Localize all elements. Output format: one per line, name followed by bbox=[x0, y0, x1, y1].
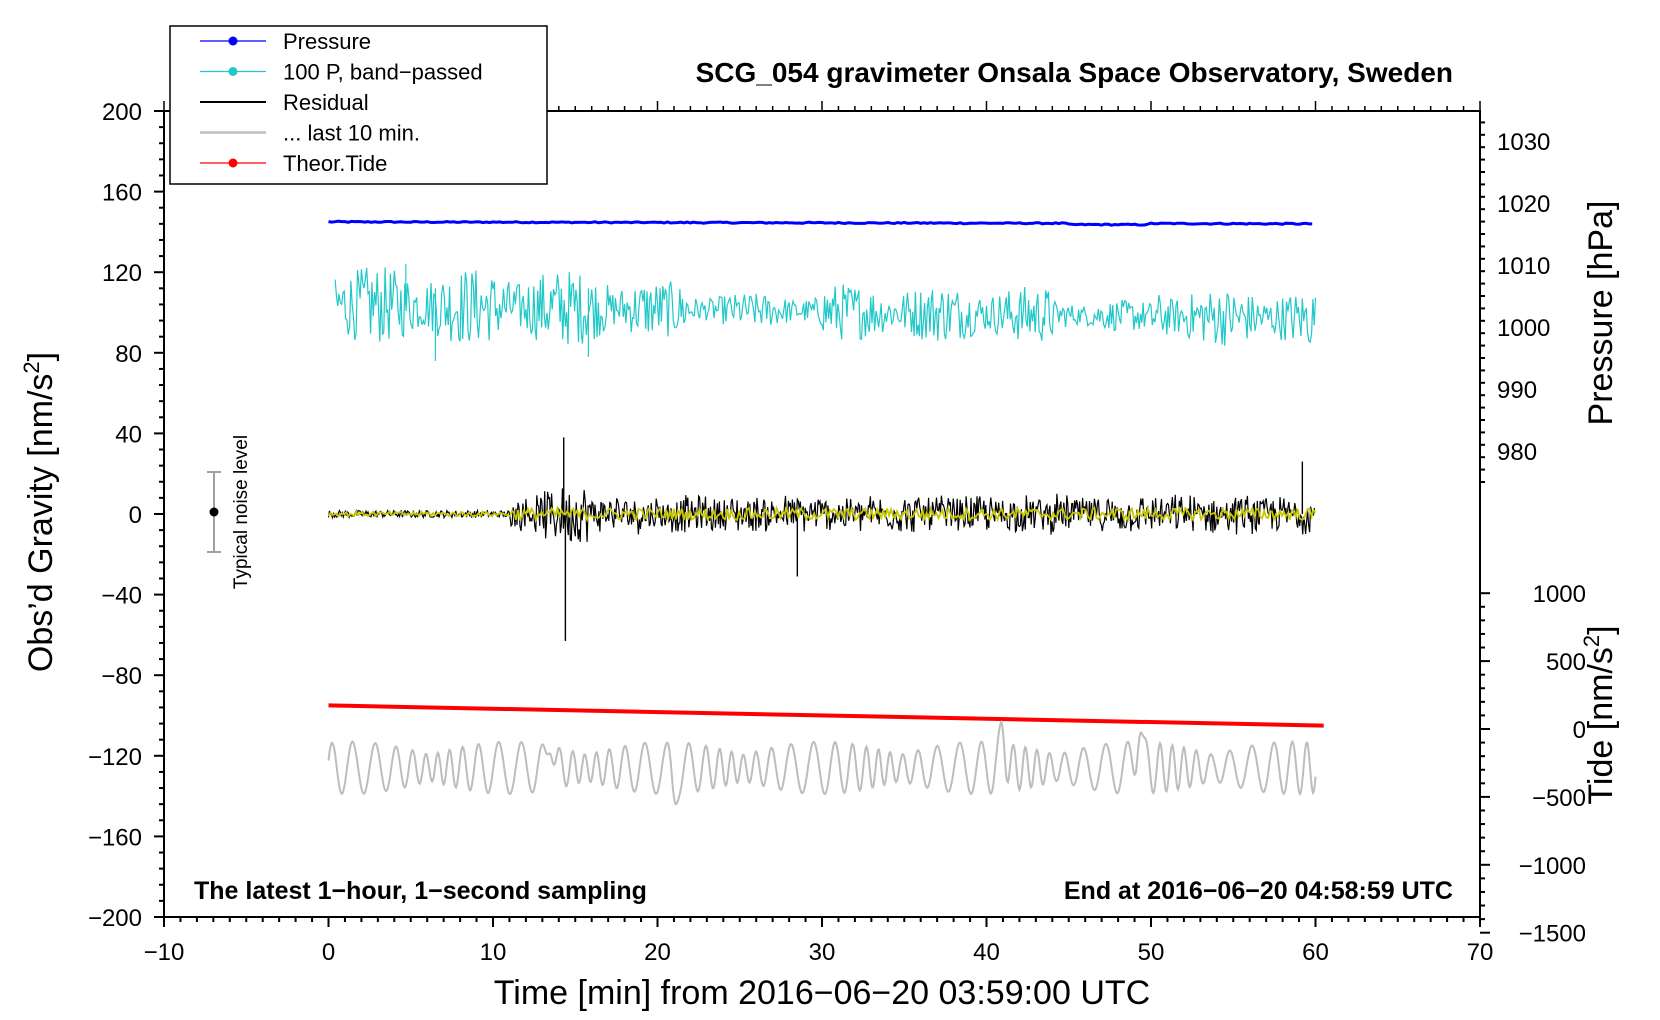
x-tick-label: −10 bbox=[144, 939, 185, 966]
x-tick-label: 60 bbox=[1302, 939, 1329, 966]
x-tick-label: 10 bbox=[480, 939, 507, 966]
y-tick-label: −200 bbox=[88, 905, 142, 932]
x-tick-labels: −10 0 10 20 30 40 50 60 70 bbox=[144, 939, 1494, 966]
tide-axis-title-sup: 2 bbox=[1579, 635, 1604, 647]
tide-axis-title-end: ] bbox=[1582, 625, 1620, 634]
y-axis-title: Obs’d Gravity [nm/s2] bbox=[19, 352, 60, 672]
tide-tick-label: 500 bbox=[1546, 649, 1586, 676]
pressure-tick-label: 1030 bbox=[1497, 129, 1550, 156]
legend-label: Theor.Tide bbox=[283, 151, 387, 176]
series-last-10-min bbox=[327, 719, 1317, 806]
pressure-tick-labels: 1030 1020 1010 1000 990 980 bbox=[1497, 129, 1550, 466]
pressure-tick-label: 980 bbox=[1497, 439, 1537, 466]
y-axis-title-text: Obs’d Gravity [nm/s bbox=[22, 374, 60, 673]
x-tick-label: 30 bbox=[809, 939, 836, 966]
x-tick-label: 20 bbox=[644, 939, 671, 966]
legend-label: ... last 10 min. bbox=[283, 121, 420, 146]
y-tick-label: 200 bbox=[102, 99, 142, 126]
y-tick-label: −120 bbox=[88, 744, 142, 771]
noise-indicator: Typical noise level bbox=[207, 435, 252, 589]
legend-label: 100 P, band−passed bbox=[283, 60, 483, 85]
series-pressure bbox=[328, 219, 1313, 227]
x-tick-label: 0 bbox=[322, 939, 335, 966]
tide-tick-label: 0 bbox=[1573, 717, 1586, 744]
pressure-tick-label: 1020 bbox=[1497, 191, 1550, 218]
y-tick-label: −40 bbox=[101, 583, 142, 610]
tide-tick-labels: 1000 500 0 −500 −1000 −1500 bbox=[1519, 581, 1586, 948]
series-group bbox=[327, 219, 1324, 806]
x-tick-label: 70 bbox=[1467, 939, 1494, 966]
noise-label: Typical noise level bbox=[231, 435, 252, 589]
tide-tick-label: −1000 bbox=[1519, 853, 1586, 880]
x-tick-label: 50 bbox=[1138, 939, 1165, 966]
legend-marker bbox=[228, 36, 238, 46]
noise-point bbox=[209, 507, 219, 517]
series-theor-tide bbox=[328, 703, 1324, 728]
legend-label: Pressure bbox=[283, 29, 371, 54]
y-tick-label: −160 bbox=[88, 824, 142, 851]
y-tick-label: 40 bbox=[115, 421, 142, 448]
y-axis-title-end: ] bbox=[22, 352, 60, 361]
x-axis-title: Time [min] from 2016−06−20 03:59:00 UTC bbox=[494, 974, 1150, 1012]
y-tick-label: 160 bbox=[102, 180, 142, 207]
x-tick-label: 40 bbox=[973, 939, 1000, 966]
tide-axis-title: Tide [nm/s2] bbox=[1579, 625, 1620, 804]
series-residual-smoothed bbox=[327, 504, 1317, 523]
y-tick-label: 120 bbox=[102, 260, 142, 287]
legend-marker bbox=[228, 158, 238, 168]
tide-tick-label: −500 bbox=[1532, 785, 1586, 812]
chart-title: SCG_054 gravimeter Onsala Space Observat… bbox=[696, 57, 1453, 88]
note-bottom-right: End at 2016−06−20 04:58:59 UTC bbox=[1064, 877, 1453, 905]
tide-axis-title-text: Tide [nm/s bbox=[1582, 647, 1620, 804]
y-axis-title-sup: 2 bbox=[19, 361, 44, 373]
series-pressure-bandpassed bbox=[334, 267, 1317, 346]
y-tick-label: 0 bbox=[129, 502, 142, 529]
legend-label: Residual bbox=[283, 90, 369, 115]
y-tick-label: 80 bbox=[115, 341, 142, 368]
pressure-tick-label: 1000 bbox=[1497, 315, 1550, 342]
tide-tick-label: −1500 bbox=[1519, 921, 1586, 948]
pressure-tick-label: 1010 bbox=[1497, 253, 1550, 280]
y-tick-labels: 200 160 120 80 40 0 −40 −80 −120 −160 −200 bbox=[88, 99, 142, 932]
pressure-axis-title: Pressure [hPa] bbox=[1582, 201, 1620, 426]
legend-marker bbox=[228, 67, 238, 76]
note-bottom-left: The latest 1−hour, 1−second sampling bbox=[194, 877, 647, 905]
pressure-tick-label: 990 bbox=[1497, 377, 1537, 404]
legend: Pressure 100 P, band−passed Residual ... la… bbox=[169, 25, 548, 185]
legend-box bbox=[169, 25, 548, 185]
tide-tick-label: 1000 bbox=[1533, 581, 1586, 608]
y-tick-label: −80 bbox=[101, 663, 142, 690]
